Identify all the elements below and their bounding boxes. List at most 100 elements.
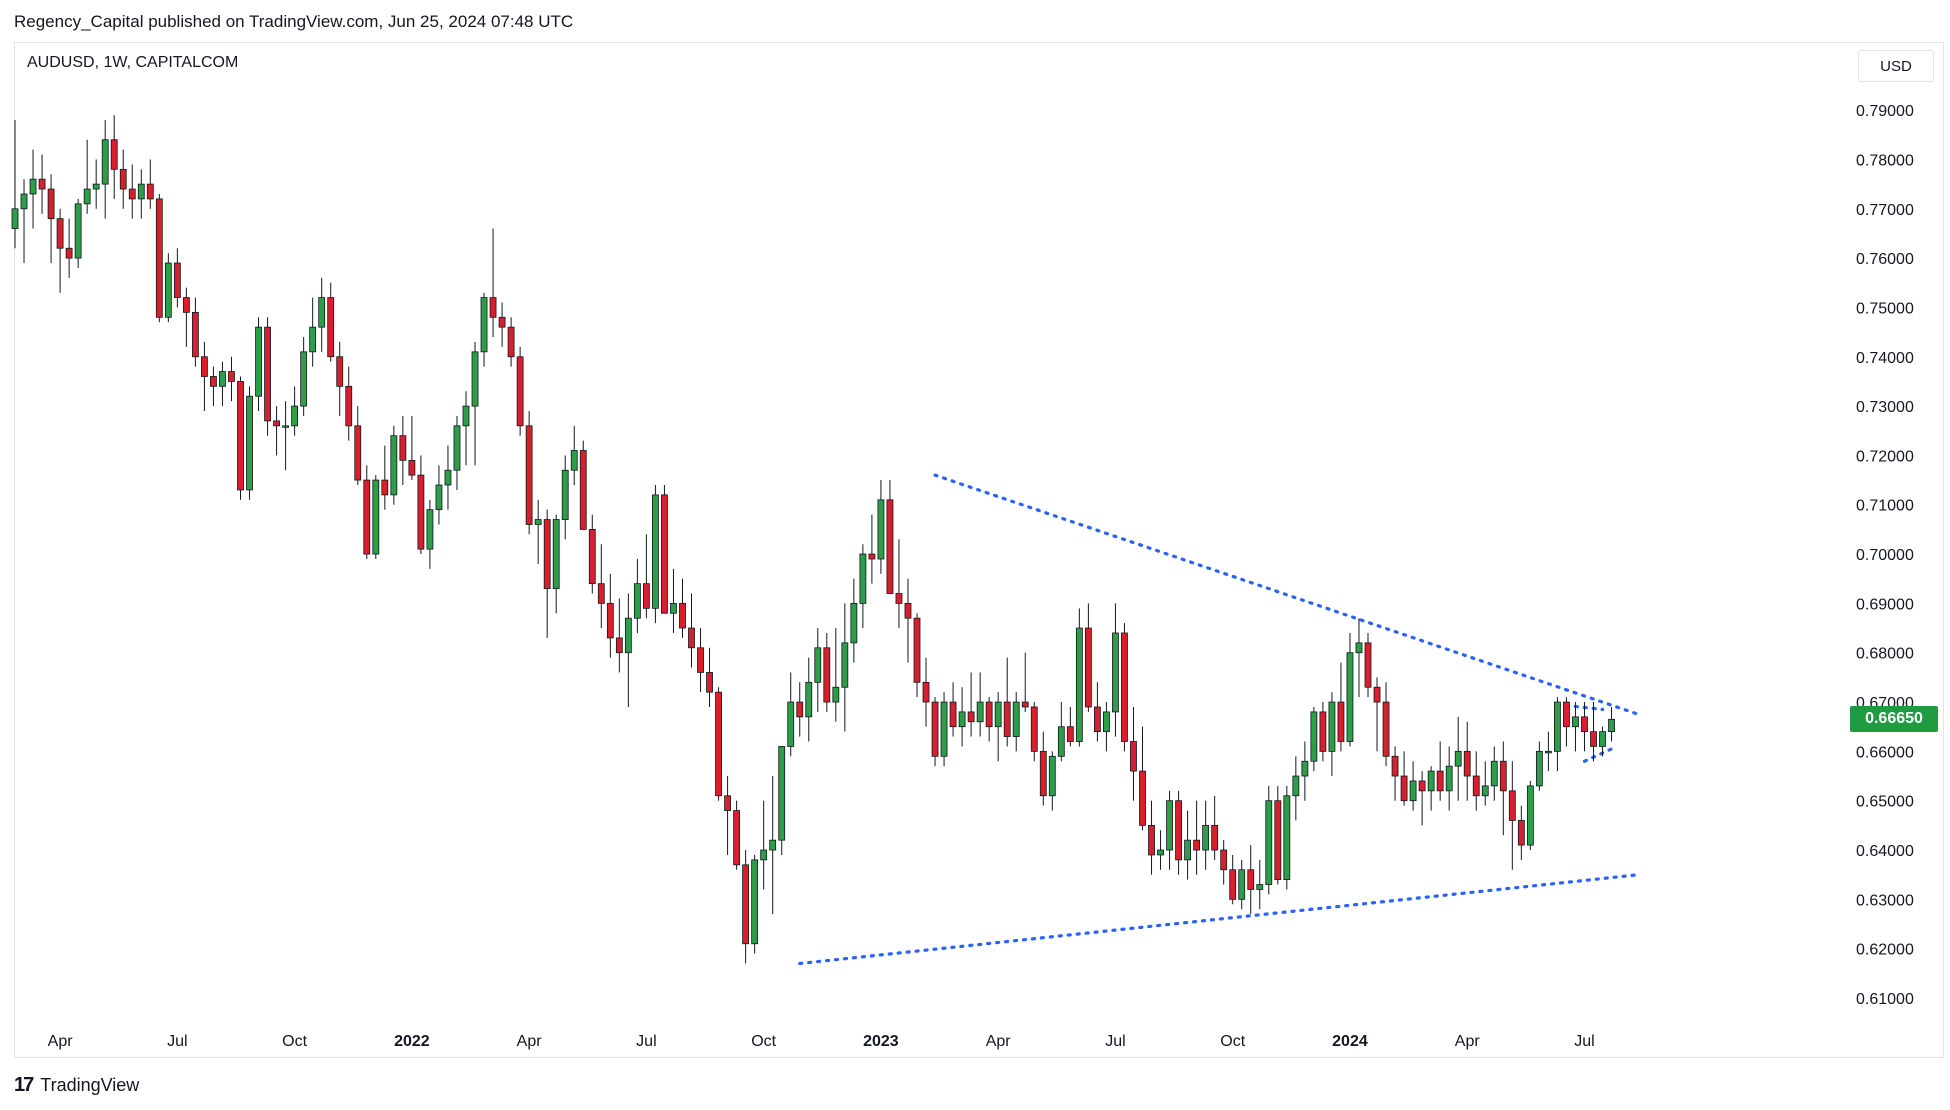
trendline-inner-bottom[interactable] bbox=[1582, 747, 1614, 763]
candle[interactable] bbox=[877, 480, 885, 574]
candle[interactable] bbox=[146, 159, 154, 209]
candle[interactable] bbox=[56, 208, 64, 293]
candle[interactable] bbox=[462, 391, 470, 466]
candle[interactable] bbox=[1608, 706, 1615, 742]
candle[interactable] bbox=[1355, 618, 1363, 698]
candle[interactable] bbox=[453, 415, 461, 490]
candle[interactable] bbox=[65, 218, 73, 278]
candle[interactable] bbox=[1265, 785, 1273, 895]
candle[interactable] bbox=[11, 119, 19, 249]
footer-brand[interactable]: 17 TradingView bbox=[14, 1074, 139, 1097]
candle[interactable] bbox=[1364, 632, 1372, 698]
candle[interactable] bbox=[1184, 810, 1191, 880]
candle[interactable] bbox=[1463, 721, 1471, 801]
candle[interactable] bbox=[372, 475, 380, 559]
candle[interactable] bbox=[191, 297, 199, 367]
candle[interactable] bbox=[679, 578, 686, 638]
candle[interactable] bbox=[74, 198, 82, 268]
candle[interactable] bbox=[949, 682, 957, 737]
candle[interactable] bbox=[507, 317, 515, 367]
candle[interactable] bbox=[886, 480, 894, 594]
candle[interactable] bbox=[805, 657, 813, 742]
candle[interactable] bbox=[967, 672, 975, 737]
candle[interactable] bbox=[1373, 677, 1381, 752]
candle[interactable] bbox=[1508, 761, 1516, 870]
candle[interactable] bbox=[1427, 766, 1435, 811]
candle[interactable] bbox=[1048, 751, 1056, 811]
candle[interactable] bbox=[1283, 785, 1291, 890]
candle[interactable] bbox=[1581, 702, 1588, 752]
candle[interactable] bbox=[543, 509, 551, 638]
candle[interactable] bbox=[1084, 603, 1092, 712]
candle[interactable] bbox=[1436, 741, 1444, 801]
candle[interactable] bbox=[1409, 761, 1417, 811]
candle[interactable] bbox=[570, 425, 578, 486]
candle[interactable] bbox=[1274, 785, 1282, 885]
candle[interactable] bbox=[1211, 795, 1219, 860]
candle[interactable] bbox=[1554, 697, 1561, 772]
currency-button[interactable]: USD bbox=[1858, 50, 1934, 82]
candle[interactable] bbox=[1021, 652, 1029, 712]
candle[interactable] bbox=[1066, 706, 1074, 747]
candle[interactable] bbox=[38, 154, 46, 214]
candle[interactable] bbox=[832, 628, 840, 722]
candle[interactable] bbox=[1328, 692, 1336, 777]
candle[interactable] bbox=[615, 598, 623, 673]
candle[interactable] bbox=[173, 248, 181, 308]
candle[interactable] bbox=[1517, 805, 1525, 860]
candle[interactable] bbox=[976, 672, 984, 737]
candle[interactable] bbox=[1590, 702, 1597, 762]
candle[interactable] bbox=[796, 682, 804, 737]
candle[interactable] bbox=[291, 386, 299, 436]
candle[interactable] bbox=[47, 174, 55, 264]
candle[interactable] bbox=[237, 376, 244, 500]
candle[interactable] bbox=[931, 697, 939, 767]
candle[interactable] bbox=[1490, 746, 1498, 801]
candle[interactable] bbox=[633, 559, 641, 633]
candle[interactable] bbox=[1148, 800, 1155, 875]
candle[interactable] bbox=[273, 406, 280, 456]
candle[interactable] bbox=[751, 854, 759, 954]
candle[interactable] bbox=[1382, 682, 1390, 767]
candle[interactable] bbox=[435, 465, 443, 525]
candle[interactable] bbox=[1166, 790, 1173, 870]
candle[interactable] bbox=[264, 317, 271, 436]
candle[interactable] bbox=[823, 632, 831, 712]
candle[interactable] bbox=[643, 534, 650, 619]
candle[interactable] bbox=[363, 465, 371, 559]
candle[interactable] bbox=[1301, 741, 1309, 801]
candle[interactable] bbox=[228, 356, 235, 402]
candle[interactable] bbox=[1400, 751, 1408, 806]
candle[interactable] bbox=[1130, 706, 1137, 801]
time-axis[interactable]: Apr Jul Oct 2022 Apr Jul Oct 2023 Apr Jul Oct 2024 A… bbox=[48, 1033, 1595, 1050]
candle[interactable] bbox=[1175, 790, 1182, 875]
candle[interactable] bbox=[1545, 731, 1552, 772]
candle[interactable] bbox=[1247, 845, 1255, 915]
candle[interactable] bbox=[1499, 741, 1507, 836]
candle[interactable] bbox=[1418, 771, 1426, 826]
candle[interactable] bbox=[1238, 859, 1246, 910]
candle[interactable] bbox=[859, 544, 867, 629]
candle[interactable] bbox=[318, 277, 326, 352]
candle[interactable] bbox=[850, 578, 858, 663]
candle[interactable] bbox=[940, 692, 948, 767]
candle[interactable] bbox=[29, 149, 37, 229]
candle[interactable] bbox=[408, 415, 416, 481]
candle[interactable] bbox=[985, 697, 993, 742]
candle[interactable] bbox=[354, 406, 362, 486]
candle[interactable] bbox=[155, 193, 163, 323]
candle[interactable] bbox=[534, 499, 542, 564]
candle[interactable] bbox=[110, 115, 118, 199]
candle[interactable] bbox=[697, 628, 704, 693]
candle[interactable] bbox=[1103, 702, 1110, 752]
candle[interactable] bbox=[913, 613, 921, 698]
candle[interactable] bbox=[83, 139, 91, 214]
candle[interactable] bbox=[841, 603, 849, 732]
candle[interactable] bbox=[922, 657, 930, 727]
candle[interactable] bbox=[1121, 623, 1128, 752]
candle[interactable] bbox=[182, 287, 190, 347]
candle[interactable] bbox=[1445, 746, 1453, 811]
candle[interactable] bbox=[1599, 726, 1606, 757]
candle[interactable] bbox=[1526, 780, 1534, 851]
candle[interactable] bbox=[1481, 761, 1489, 806]
